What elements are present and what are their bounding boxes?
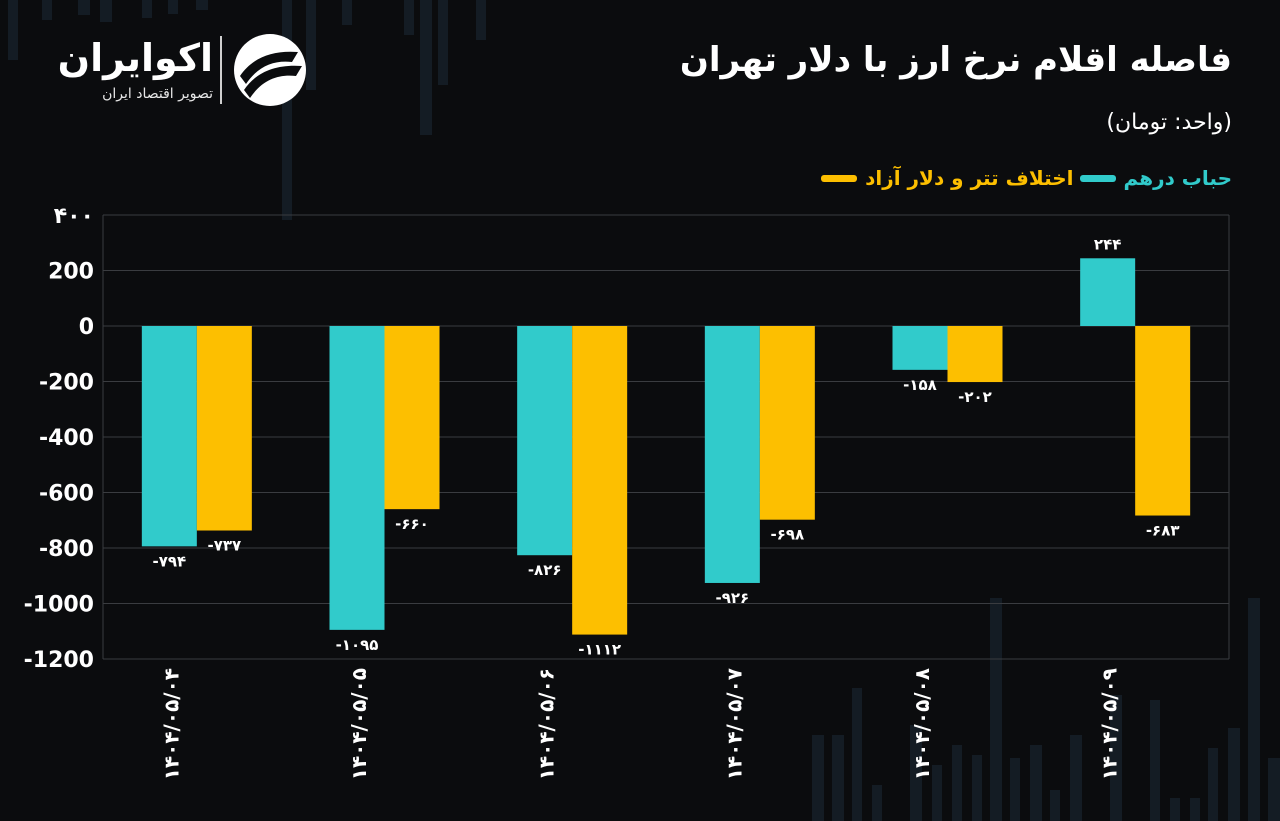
decorative-bar <box>1170 798 1180 821</box>
data-label: -۶۹۸ <box>770 526 804 544</box>
bar-dirham-bubble <box>892 326 948 370</box>
decorative-bar <box>1050 790 1060 821</box>
legend-item-tether-gap: اختلاف تتر و دلار آزاد <box>821 166 1074 190</box>
bar-dirham-bubble <box>517 326 573 556</box>
brand-mark-icon <box>234 34 306 106</box>
decorative-bar <box>1190 798 1200 821</box>
decorative-bar <box>872 785 882 821</box>
x-tick-label: ۱۴۰۴/۰۵/۰۶ <box>535 668 559 780</box>
data-label: -۲۰۲ <box>958 388 992 406</box>
decorative-bar <box>812 735 824 821</box>
bar-tether-gap <box>384 326 440 510</box>
legend-swatch-teal <box>1079 174 1116 182</box>
y-tick-label: -400 <box>39 426 94 451</box>
unit-label: (واحد: تومان) <box>1106 110 1232 135</box>
decorative-bar <box>990 598 1002 821</box>
y-tick-label: ۴۰۰ <box>54 204 94 229</box>
decorative-bar <box>832 735 844 821</box>
legend-label-tether-gap: اختلاف تتر و دلار آزاد <box>865 166 1074 190</box>
bar-dirham-bubble <box>1080 258 1136 326</box>
decorative-bar <box>142 0 152 18</box>
bar-dirham-bubble <box>141 326 197 547</box>
y-tick-label: 200 <box>48 260 94 285</box>
legend-swatch-gold <box>821 174 858 182</box>
data-label: -۶۶۰ <box>395 515 429 533</box>
bar-dirham-bubble <box>329 326 385 630</box>
data-label: -۱۰۹۵ <box>336 636 379 654</box>
logo-divider <box>220 36 222 104</box>
decorative-bar <box>1010 758 1020 821</box>
y-tick-label: -1200 <box>24 648 94 673</box>
y-tick-label: -1000 <box>24 593 94 618</box>
decorative-bar <box>1228 728 1240 821</box>
decorative-bar <box>1070 735 1082 821</box>
decorative-bar <box>952 745 962 821</box>
decorative-bar <box>1208 748 1218 821</box>
y-tick-label: 0 <box>79 315 94 340</box>
x-tick-label: ۱۴۰۴/۰۵/۰۸ <box>910 668 934 780</box>
decorative-bar <box>342 0 352 25</box>
data-label: -۱۵۸ <box>903 376 937 394</box>
x-tick-label: ۱۴۰۴/۰۵/۰۴ <box>159 668 183 780</box>
data-label: -۷۹۴ <box>152 552 186 570</box>
decorative-bar <box>852 688 862 821</box>
legend-item-dirham-bubble: حباب درهم <box>1079 166 1232 190</box>
decorative-bar <box>1110 695 1122 821</box>
decorative-bar <box>420 0 432 135</box>
x-tick-label: ۱۴۰۴/۰۵/۰۹ <box>1098 668 1122 780</box>
data-label: -۹۲۶ <box>715 589 749 607</box>
bar-tether-gap <box>947 326 1003 383</box>
legend: حباب درهم اختلاف تتر و دلار آزاد <box>821 166 1232 190</box>
y-tick-label: -800 <box>39 537 94 562</box>
decorative-bar <box>910 725 922 821</box>
data-label: -۶۸۳ <box>1146 522 1180 540</box>
bar-tether-gap <box>196 326 252 531</box>
decorative-bar <box>1248 598 1260 821</box>
data-label: -۷۳۷ <box>207 537 241 555</box>
y-tick-label: -200 <box>39 371 94 396</box>
bar-tether-gap <box>572 326 628 635</box>
decorative-bar <box>100 0 112 22</box>
x-tick-label: ۱۴۰۴/۰۵/۰۵ <box>347 668 371 780</box>
brand-tagline: تصویر اقتصاد ایران <box>102 86 213 102</box>
data-label: -۸۲۶ <box>528 561 562 579</box>
decorative-bar <box>972 755 982 821</box>
data-label: -۱۱۱۲ <box>578 641 621 659</box>
brand-logo: اکوایران تصویر اقتصاد ایران <box>48 32 318 112</box>
decorative-bar <box>932 765 942 821</box>
decorative-bar <box>476 0 486 40</box>
decorative-bar <box>8 0 18 60</box>
x-tick-label: ۱۴۰۴/۰۵/۰۷ <box>722 668 746 780</box>
decorative-bar <box>282 0 292 220</box>
decorative-bar <box>404 0 414 35</box>
bar-dirham-bubble <box>704 326 760 583</box>
decorative-bar <box>196 0 208 10</box>
bar-tether-gap <box>759 326 815 520</box>
decorative-bar <box>78 0 90 15</box>
decorative-bar <box>168 0 178 14</box>
decorative-bar <box>1268 758 1280 821</box>
bar-tether-gap <box>1135 326 1191 516</box>
data-label: ۲۴۴ <box>1094 235 1121 253</box>
decorative-bar <box>1030 745 1042 821</box>
legend-label-dirham-bubble: حباب درهم <box>1123 166 1232 190</box>
decorative-bar <box>42 0 52 20</box>
y-tick-label: -600 <box>39 482 94 507</box>
chart-title: فاصله اقلام نرخ ارز با دلار تهران <box>679 40 1232 80</box>
decorative-bar <box>306 0 316 90</box>
decorative-bar <box>438 0 448 85</box>
decorative-bar <box>1150 700 1160 821</box>
brand-name: اکوایران <box>57 36 213 80</box>
